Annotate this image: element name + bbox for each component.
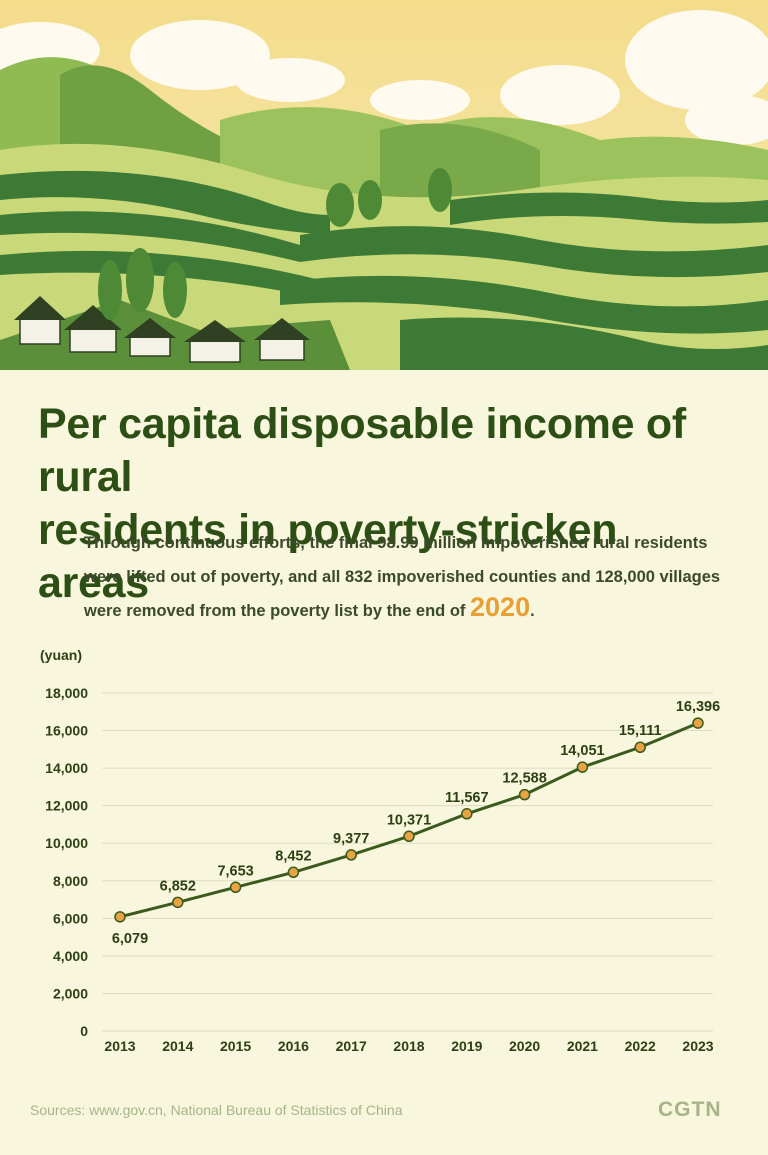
data-label: 7,653 bbox=[217, 863, 253, 879]
y-tick-label: 14,000 bbox=[45, 760, 88, 776]
data-label: 10,371 bbox=[387, 812, 431, 828]
y-tick-label: 10,000 bbox=[45, 835, 88, 851]
x-tick-label: 2021 bbox=[567, 1038, 598, 1054]
x-tick-label: 2018 bbox=[393, 1038, 424, 1054]
y-tick-label: 2,000 bbox=[53, 985, 88, 1001]
data-label: 6,079 bbox=[112, 931, 148, 947]
title-line-1: Per capita disposable income of rural bbox=[38, 400, 686, 501]
page-title: Per capita disposable income of rural re… bbox=[38, 398, 738, 610]
y-tick-label: 18,000 bbox=[45, 685, 88, 701]
data-label: 9,377 bbox=[333, 831, 369, 847]
y-tick-label: 16,000 bbox=[45, 723, 88, 739]
y-axis-label: (yuan) bbox=[40, 647, 82, 663]
title-line-2: residents in poverty-stricken areas bbox=[38, 506, 618, 607]
source-note: Sources: www.gov.cn, National Bureau of … bbox=[30, 1102, 403, 1118]
data-labels: 6,079 6,852 7,653 8,452 9,377 10,371 11,567 12,… bbox=[112, 699, 720, 947]
x-axis-ticks: 2013 2014 2015 2016 2017 2018 2019 2020 2021 2022… bbox=[104, 1038, 713, 1054]
data-point bbox=[172, 896, 184, 909]
data-label: 15,111 bbox=[619, 723, 662, 739]
description-end: . bbox=[530, 602, 535, 620]
description-text: Through continuous efforts, the final 98… bbox=[84, 534, 721, 620]
data-label: 11,567 bbox=[445, 790, 489, 806]
y-tick-label: 12,000 bbox=[45, 798, 88, 814]
data-points bbox=[114, 717, 704, 923]
x-tick-label: 2023 bbox=[682, 1038, 713, 1054]
y-tick-label: 8,000 bbox=[53, 873, 88, 889]
y-tick-label: 4,000 bbox=[53, 948, 88, 964]
data-point bbox=[692, 717, 704, 729]
highlight-year: 2020 bbox=[470, 592, 531, 622]
y-axis-ticks: 0 2,000 4,000 6,000 8,000 10,000 12,000 14,000 1… bbox=[45, 685, 88, 1039]
description: Through continuous efforts, the final 98… bbox=[84, 526, 744, 628]
rice-terraces-illustration bbox=[0, 0, 768, 370]
data-label: 8,452 bbox=[275, 848, 311, 864]
x-tick-label: 2015 bbox=[220, 1038, 251, 1054]
grid-lines bbox=[102, 692, 713, 1032]
data-label: 12,588 bbox=[502, 771, 546, 787]
data-point bbox=[345, 849, 357, 861]
data-label: 14,051 bbox=[560, 743, 604, 759]
line-chart: 0 2,000 4,000 6,000 8,000 10,000 12,000 14,000 1… bbox=[40, 647, 720, 1054]
cgtn-logo: CGTN bbox=[658, 1098, 722, 1121]
x-tick-label: 2016 bbox=[278, 1038, 309, 1054]
y-tick-label: 0 bbox=[80, 1023, 88, 1039]
x-tick-label: 2014 bbox=[162, 1038, 193, 1054]
data-point bbox=[287, 866, 300, 879]
data-label: 6,852 bbox=[160, 878, 196, 894]
data-point bbox=[403, 830, 415, 843]
x-tick-label: 2017 bbox=[336, 1038, 367, 1054]
data-point bbox=[229, 881, 242, 894]
data-point bbox=[114, 911, 126, 923]
x-tick-label: 2020 bbox=[509, 1038, 540, 1054]
y-tick-label: 6,000 bbox=[53, 910, 88, 926]
x-tick-label: 2013 bbox=[104, 1038, 135, 1054]
data-point bbox=[634, 741, 646, 753]
data-point bbox=[518, 788, 531, 801]
x-tick-label: 2022 bbox=[625, 1038, 656, 1054]
x-tick-label: 2019 bbox=[451, 1038, 482, 1054]
data-point bbox=[461, 808, 473, 820]
data-label: 16,396 bbox=[676, 699, 720, 715]
data-point bbox=[576, 761, 589, 773]
